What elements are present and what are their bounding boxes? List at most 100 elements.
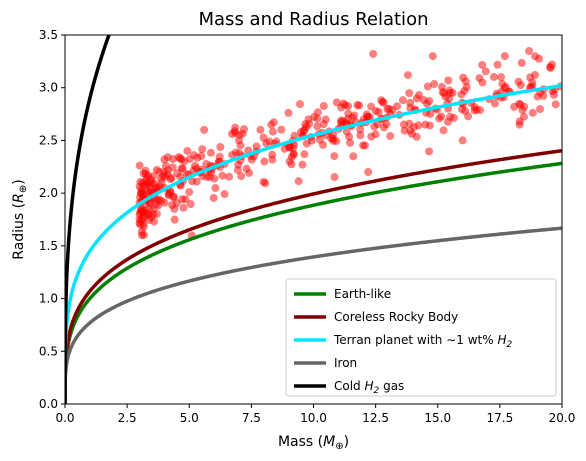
scatter-point: [277, 125, 286, 134]
scatter-point: [237, 172, 246, 181]
scatter-point: [478, 60, 487, 69]
scatter-point: [319, 120, 328, 129]
x-axis-label: Mass (M⊕): [278, 434, 349, 452]
scatter-point: [356, 131, 365, 140]
scatter-point: [313, 108, 322, 117]
x-tick-label: 15.0: [424, 411, 451, 425]
scatter-point: [546, 63, 555, 72]
scatter-point: [356, 125, 365, 134]
y-axis: 0.0 0.5 1.0 1.5 2.0 2.5 3.0 3.5: [39, 28, 65, 411]
series-line-coreless-rocky-body: [65, 148, 562, 404]
scatter-point: [344, 114, 353, 123]
scatter-point: [528, 108, 537, 117]
scatter-point: [551, 100, 560, 109]
scatter-point: [236, 141, 245, 150]
y-tick-label: 1.0: [39, 292, 58, 306]
scatter-point: [475, 74, 484, 83]
scatter-point: [145, 204, 154, 213]
series-line-terran-planet-with-1-wt-h2: [65, 83, 562, 404]
scatter-point: [481, 67, 490, 76]
scatter-point: [430, 80, 439, 89]
scatter-point: [330, 152, 339, 161]
scatter-point: [200, 125, 209, 134]
series-line-cold-h2-gas: [65, 35, 111, 404]
lines-layer: [65, 35, 562, 404]
scatter-point: [423, 99, 432, 108]
scatter-point: [178, 164, 187, 173]
scatter-point: [437, 112, 446, 121]
scatter-point: [520, 102, 529, 111]
scatter-point: [510, 102, 519, 111]
scatter-point: [211, 183, 220, 192]
scatter-point: [319, 101, 328, 110]
scatter-point: [228, 129, 237, 138]
scatter-point: [359, 141, 368, 150]
scatter-point: [231, 123, 240, 132]
y-tick-label: 3.0: [39, 81, 58, 95]
scatter-point: [519, 112, 528, 121]
scatter-point: [472, 105, 481, 114]
scatter-point: [337, 118, 346, 127]
scatter-point: [216, 143, 225, 152]
x-tick-label: 17.5: [487, 411, 514, 425]
scatter-point: [428, 52, 437, 61]
scatter-point: [300, 150, 309, 159]
scatter-point: [350, 111, 359, 120]
legend-entry: Earth-like: [334, 287, 391, 301]
scatter-point: [313, 122, 322, 131]
scatter-point: [498, 79, 507, 88]
scatter-point: [157, 178, 166, 187]
scatter-point: [535, 54, 544, 63]
scatter-point: [294, 177, 303, 186]
scatter-point: [163, 166, 172, 175]
scatter-point: [141, 166, 150, 175]
scatter-point: [179, 203, 188, 212]
scatter-point: [160, 172, 169, 181]
scatter-point: [405, 119, 414, 128]
scatter-point: [139, 190, 148, 199]
scatter-point: [287, 152, 296, 161]
scatter-point: [379, 98, 388, 107]
legend-box: [285, 278, 557, 397]
scatter-point: [371, 130, 380, 139]
y-tick-label: 3.5: [39, 28, 58, 42]
scatter-point: [464, 112, 473, 121]
scatter-point: [386, 131, 395, 140]
scatter-point: [139, 230, 148, 239]
scatter-point: [382, 120, 391, 129]
scatter-point: [344, 102, 353, 111]
scatter-point: [332, 98, 341, 107]
scatter-point: [493, 60, 502, 69]
scatter-point: [256, 125, 265, 134]
legend-entry: Coreless Rocky Body: [334, 310, 458, 324]
legend-entry: Cold H2 gas: [334, 379, 404, 396]
x-tick-label: 5.0: [180, 411, 199, 425]
scatter-point: [167, 173, 176, 182]
scatter-point: [302, 139, 311, 148]
x-tick-label: 20.0: [549, 411, 576, 425]
scatter-point: [172, 199, 181, 208]
scatter-point: [218, 171, 227, 180]
scatter-point: [363, 112, 372, 121]
x-tick-label: 10.0: [300, 411, 327, 425]
scatter-point: [448, 88, 457, 97]
scatter-point: [353, 101, 362, 110]
scatter-point: [393, 102, 402, 111]
legend: Earth-like Coreless Rocky Body Terran plan…: [285, 278, 557, 397]
scatter-point: [225, 172, 234, 181]
legend-entry: Iron: [334, 356, 357, 370]
scatter-point: [245, 168, 254, 177]
scatter-point: [268, 127, 277, 136]
scatter-point: [269, 118, 278, 127]
scatter-point: [364, 168, 373, 177]
scatter-point: [183, 146, 192, 155]
scatter-point: [220, 190, 229, 199]
scatter-point: [460, 86, 469, 95]
scatter-point: [198, 145, 207, 154]
scatter-point: [233, 166, 242, 175]
scatter-point: [517, 58, 526, 67]
scatter-point: [284, 108, 293, 117]
y-tick-label: 1.5: [39, 239, 58, 253]
scatter-point: [206, 148, 215, 157]
scatter-point: [138, 179, 147, 188]
